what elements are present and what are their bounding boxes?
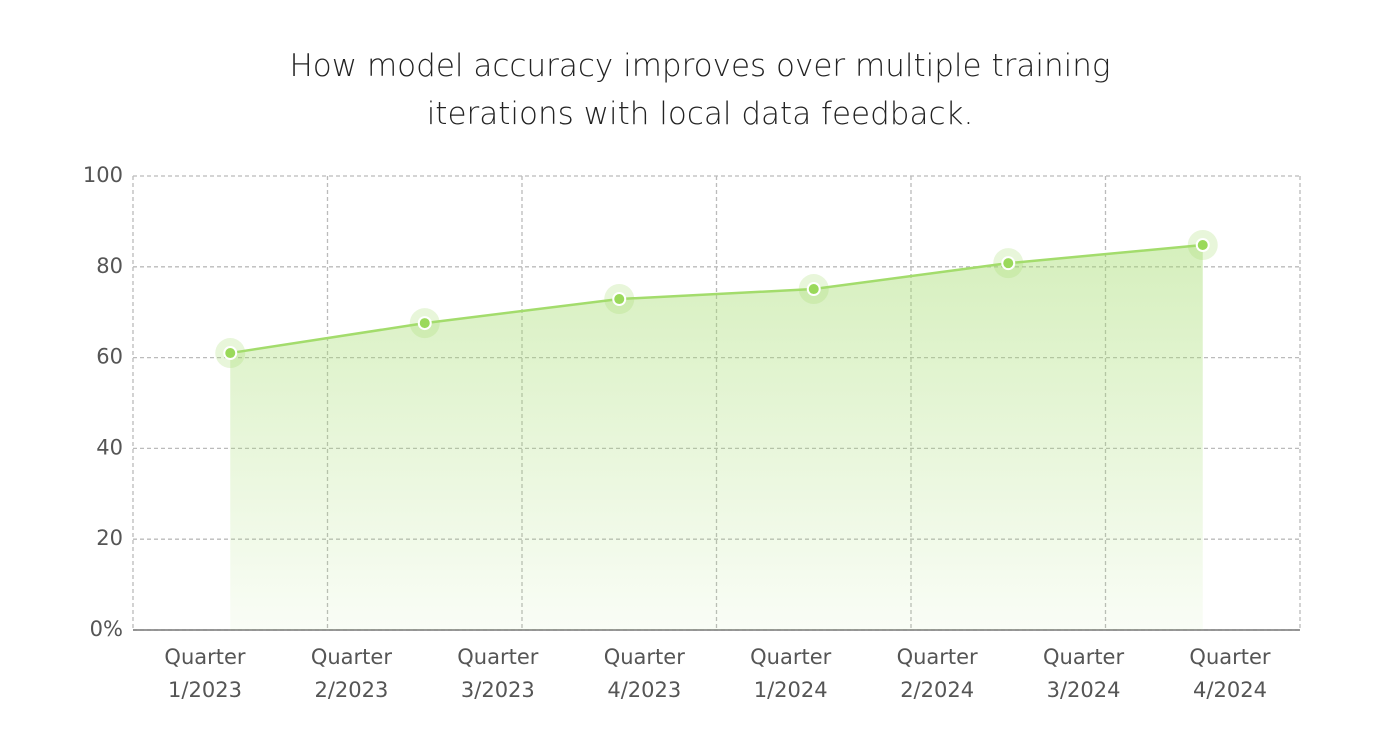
x-tick-label: Quarter 2/2023 bbox=[310, 645, 392, 702]
x-tick-label: Quarter 4/2024 bbox=[1189, 645, 1271, 702]
area bbox=[230, 245, 1203, 630]
y-tick-label: 80 bbox=[96, 254, 123, 278]
line bbox=[230, 243, 1203, 355]
chart-title: How model accuracy improves over multipl… bbox=[289, 48, 1111, 132]
x-tick-label: Quarter 1/2023 bbox=[164, 645, 246, 702]
point bbox=[417, 316, 432, 331]
point bbox=[1195, 238, 1210, 253]
x-tick-label: Quarter 4/2023 bbox=[603, 645, 685, 702]
point bbox=[612, 292, 627, 307]
point bbox=[806, 282, 821, 297]
point bbox=[223, 346, 238, 361]
y-tick-label: 40 bbox=[96, 435, 123, 459]
y-tick-label: 60 bbox=[96, 345, 123, 369]
x-tick-label: Quarter 1/2024 bbox=[750, 645, 832, 702]
point bbox=[1001, 256, 1016, 271]
x-tick-label: Quarter 2/2024 bbox=[896, 645, 978, 702]
y-tick-label: 20 bbox=[96, 526, 123, 550]
x-tick-label: Quarter 3/2024 bbox=[1042, 645, 1125, 702]
x-tick-label: Quarter 3/2023 bbox=[457, 645, 539, 702]
y-tick-label: 0% bbox=[90, 617, 123, 641]
y-tick-label: 100 bbox=[83, 163, 123, 187]
